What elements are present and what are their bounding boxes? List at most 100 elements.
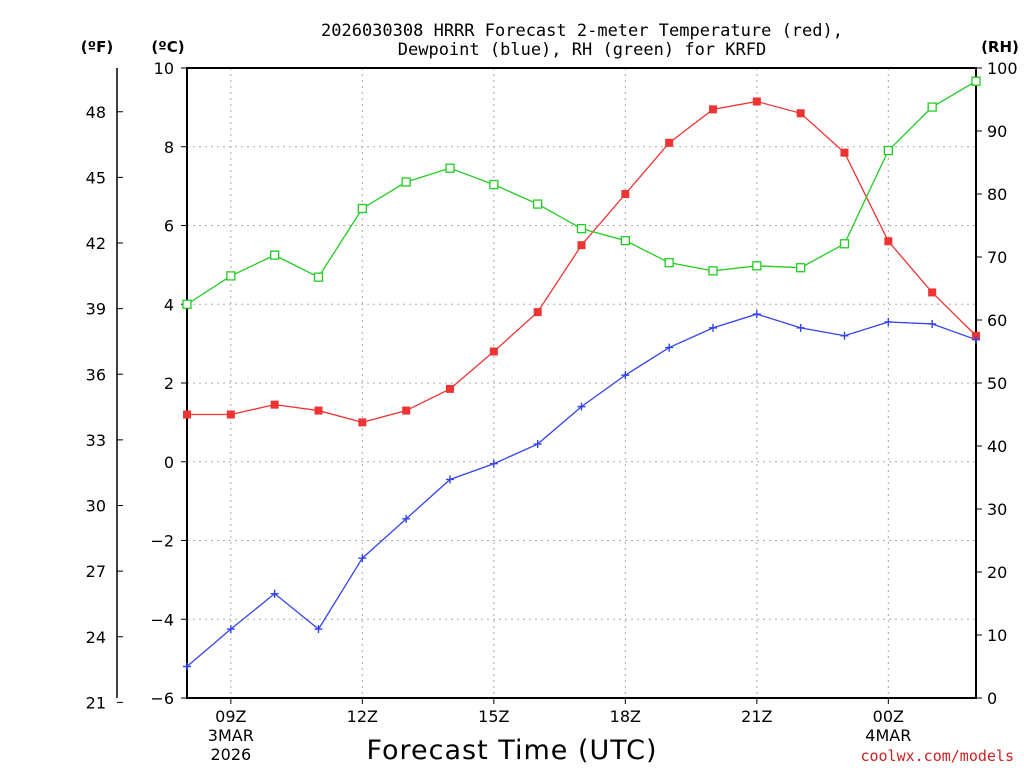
2-meter-temperature-point [358, 418, 367, 427]
dewpoint-point [270, 589, 279, 598]
rh-unit-label: (RH) [981, 38, 1019, 56]
dewpoint-point [226, 625, 235, 634]
dewpoint-point [621, 371, 630, 380]
dewpoint-point [577, 402, 586, 411]
fahrenheit-tick-label: 24 [86, 628, 106, 647]
rh-point [401, 177, 411, 187]
rh-tick-label: 50 [987, 374, 1007, 393]
x-tick-label: 12Z [347, 707, 378, 726]
chart-title-line2: Dewpoint (blue), RH (green) for KRFD [398, 40, 766, 60]
dewpoint-point [928, 319, 937, 328]
series-markers [182, 76, 981, 671]
celsius-tick-label: −6 [150, 689, 174, 708]
fahrenheit-tick-label: 42 [86, 234, 106, 253]
2-meter-temperature-point [621, 190, 630, 198]
dewpoint-point [358, 554, 367, 563]
2-meter-temperature-point [446, 384, 454, 393]
x-tick-year-label: 2026 [210, 745, 251, 764]
watermark: coolwx.com/models [860, 747, 1014, 765]
rh-tick-label: 0 [987, 689, 997, 708]
celsius-tick-label: 10 [154, 59, 174, 78]
2-meter-temperature-point [752, 97, 761, 106]
rh-point [226, 271, 236, 281]
celsius-tick-label: 8 [164, 138, 174, 157]
rh-tick-label: 80 [987, 185, 1007, 204]
rh-tick-label: 90 [987, 122, 1007, 141]
x-tick-label: 18Z [610, 707, 641, 726]
dewpoint-point [840, 331, 849, 340]
celsius-tick-label: −4 [150, 610, 174, 629]
2-meter-temperature-point [314, 406, 323, 415]
axes [116, 67, 982, 704]
2-meter-temperature-point [928, 288, 937, 297]
x-tick-label: 21Z [741, 707, 772, 726]
rh-point [883, 145, 893, 156]
fahrenheit-tick-label: 27 [86, 562, 106, 581]
x-tick-date-label: 4MAR [865, 726, 911, 745]
rh-point [752, 261, 762, 271]
dewpoint-point [183, 662, 191, 671]
fahrenheit-tick-label: 48 [86, 103, 106, 122]
2-meter-temperature-point [270, 400, 279, 409]
2-meter-temperature-point [489, 347, 498, 356]
rh-point [927, 102, 937, 112]
rh-point [357, 203, 367, 214]
rh-point [313, 272, 324, 282]
rh-point [664, 258, 674, 268]
dewpoint-point [489, 459, 498, 468]
fahrenheit-unit-label: (ºF) [81, 38, 113, 56]
fahrenheit-tick-label: 30 [86, 497, 106, 516]
rh-point [489, 179, 499, 190]
fahrenheit-tick-label: 36 [86, 365, 106, 384]
rh-point [533, 199, 543, 209]
2-meter-temperature-point [533, 308, 542, 317]
celsius-tick-label: 2 [164, 374, 174, 393]
rh-point [576, 223, 587, 234]
fahrenheit-tick-label: 39 [86, 300, 106, 319]
dewpoint-point [533, 440, 542, 449]
celsius-tick-label: −2 [150, 532, 174, 551]
x-axis-title: Forecast Time (UTC) [366, 735, 657, 766]
2-meter-temperature-point [884, 237, 893, 246]
x-tick-label: 09Z [215, 707, 246, 726]
dewpoint-point [314, 625, 323, 634]
rh-tick-label: 20 [987, 563, 1007, 582]
x-tick-label: 00Z [873, 707, 904, 726]
dewpoint-point [972, 335, 980, 344]
fahrenheit-tick-label: 21 [86, 693, 106, 712]
dewpoint-point [884, 317, 893, 326]
rh-point [270, 250, 280, 260]
rh-point [620, 235, 630, 246]
2-meter-temperature-point [577, 241, 586, 250]
2-meter-temperature-point [709, 105, 717, 114]
rh-tick-label: 10 [987, 626, 1007, 645]
rh-tick-label: 30 [987, 500, 1007, 519]
rh-point [971, 76, 981, 86]
x-tick-label: 15Z [478, 707, 509, 726]
dewpoint-point [446, 475, 454, 484]
dewpoint-point [796, 323, 805, 332]
2-meter-temperature-point [840, 148, 849, 157]
rh-tick-label: 40 [987, 437, 1007, 456]
dewpoint-point [752, 310, 761, 319]
2-meter-temperature-point [665, 138, 674, 147]
rh-point [182, 299, 192, 309]
fahrenheit-tick-label: 45 [86, 168, 106, 187]
dewpoint-point [709, 323, 717, 332]
celsius-tick-label: 0 [164, 453, 174, 472]
fahrenheit-tick-label: 33 [86, 431, 106, 450]
chart-title-line1: 2026030308 HRRR Forecast 2-meter Tempera… [321, 21, 843, 41]
rh-point [445, 163, 455, 173]
rh-point [796, 263, 806, 273]
celsius-tick-label: 4 [164, 295, 174, 314]
x-tick-date-label: 3MAR [208, 726, 254, 745]
rh-point [839, 239, 850, 249]
dewpoint-point [665, 343, 674, 352]
2-meter-temperature-point [183, 410, 191, 419]
2-meter-temperature-point [226, 410, 235, 419]
celsius-unit-label: (ºC) [151, 38, 184, 56]
celsius-tick-label: 6 [164, 217, 174, 236]
dewpoint-point [402, 514, 411, 523]
